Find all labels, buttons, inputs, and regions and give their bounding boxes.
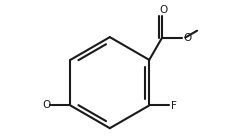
Text: O: O bbox=[42, 100, 51, 110]
Text: O: O bbox=[160, 5, 168, 15]
Text: O: O bbox=[184, 33, 192, 43]
Text: F: F bbox=[170, 101, 176, 111]
